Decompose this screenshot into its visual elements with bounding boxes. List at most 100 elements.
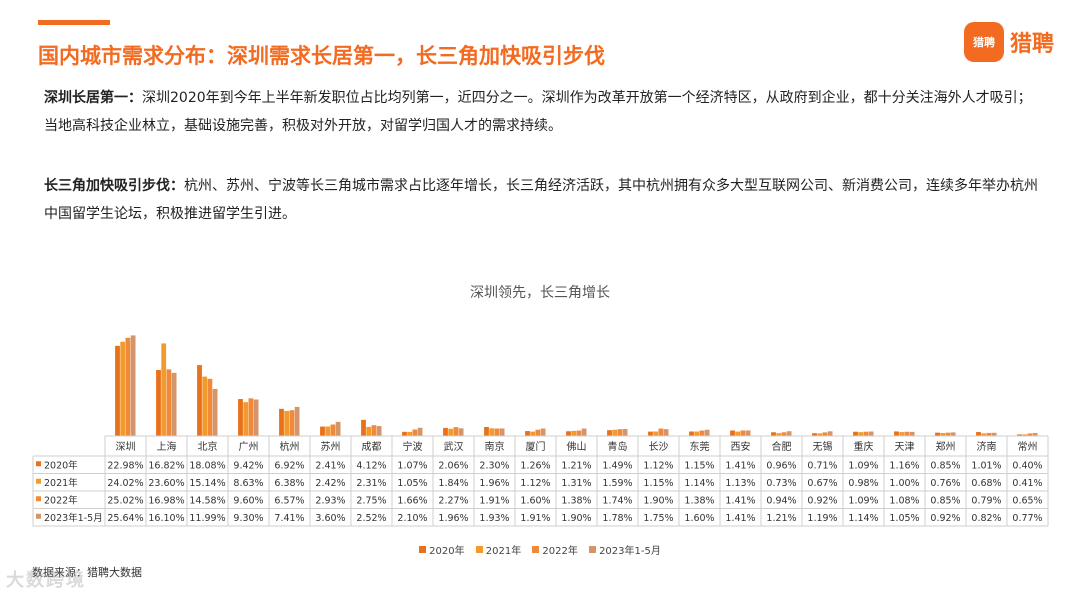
data-label: 1.05% bbox=[889, 513, 919, 524]
bar-杭州-2020年 bbox=[279, 408, 284, 436]
category-label: 广州 bbox=[239, 441, 259, 453]
bar-杭州-2022年 bbox=[289, 410, 295, 436]
data-label: 1.00% bbox=[889, 478, 919, 489]
data-label: 1.12% bbox=[520, 478, 550, 489]
bar-合肥-2021年 bbox=[776, 433, 782, 436]
bar-重庆-2023年1-5月 bbox=[868, 431, 874, 436]
bar-上海-2021年 bbox=[161, 343, 167, 436]
category-label: 北京 bbox=[198, 440, 218, 453]
category-label: 长沙 bbox=[649, 441, 669, 453]
bar-无锡-2022年 bbox=[822, 432, 828, 436]
category-label: 上海 bbox=[157, 440, 177, 453]
logo-badge-icon: 猎聘 bbox=[963, 22, 1004, 62]
bar-合肥-2020年 bbox=[771, 432, 776, 436]
bar-深圳-2021年 bbox=[120, 341, 126, 436]
data-label: 1.49% bbox=[602, 460, 632, 471]
legend-swatch bbox=[475, 546, 483, 553]
bar-厦门-2021年 bbox=[530, 431, 536, 436]
bar-北京-2022年 bbox=[207, 378, 213, 436]
legend-item: 2020年 bbox=[419, 542, 465, 557]
bar-北京-2023年1-5月 bbox=[212, 388, 218, 436]
category-label: 佛山 bbox=[567, 440, 587, 453]
category-label: 合肥 bbox=[772, 440, 792, 453]
data-label: 0.40% bbox=[1012, 460, 1042, 471]
bar-西安-2020年 bbox=[730, 430, 735, 436]
bar-广州-2022年 bbox=[248, 398, 254, 436]
data-label: 0.85% bbox=[930, 460, 960, 471]
data-label: 0.82% bbox=[971, 513, 1001, 524]
brand-logo: 猎聘 猎聘 bbox=[963, 22, 1054, 62]
bar-佛山-2020年 bbox=[566, 431, 571, 436]
bar-东莞-2021年 bbox=[694, 431, 700, 436]
bar-宁波-2023年1-5月 bbox=[417, 427, 423, 436]
category-label: 厦门 bbox=[526, 440, 546, 453]
bar-南京-2021年 bbox=[489, 428, 495, 436]
data-label: 0.77% bbox=[1012, 513, 1042, 524]
data-label: 1.74% bbox=[602, 495, 632, 506]
data-label: 1.91% bbox=[479, 495, 509, 506]
data-label: 2.06% bbox=[438, 460, 468, 471]
data-label: 0.98% bbox=[848, 478, 878, 489]
data-label: 0.41% bbox=[1012, 478, 1042, 489]
data-label: 1.07% bbox=[397, 460, 427, 471]
data-label: 0.96% bbox=[766, 460, 796, 471]
data-label: 1.12% bbox=[643, 460, 673, 471]
bar-青岛-2021年 bbox=[612, 429, 618, 436]
data-label: 1.09% bbox=[848, 495, 878, 506]
bar-上海-2023年1-5月 bbox=[171, 372, 177, 436]
legend-swatch bbox=[589, 546, 597, 553]
data-label: 6.92% bbox=[274, 460, 304, 471]
bar-广州-2020年 bbox=[238, 399, 243, 436]
page-title: 国内城市需求分布：深圳需求长居第一，长三角加快吸引步伐 bbox=[38, 44, 605, 68]
data-label: 25.64% bbox=[107, 513, 143, 524]
data-label: 2.75% bbox=[356, 495, 386, 506]
data-label: 1.19% bbox=[807, 513, 837, 524]
data-label: 0.67% bbox=[807, 478, 837, 489]
bar-郑州-2020年 bbox=[935, 432, 940, 436]
data-label: 9.60% bbox=[233, 495, 263, 506]
category-label: 济南 bbox=[977, 440, 997, 453]
data-label: 9.30% bbox=[233, 513, 263, 524]
chart-legend: 2020年 2021年 2022年 2023年1-5月 bbox=[0, 542, 1080, 557]
bar-天津-2020年 bbox=[894, 431, 899, 436]
bar-西安-2021年 bbox=[735, 431, 741, 436]
legend-swatch bbox=[419, 546, 427, 553]
data-label: 1.78% bbox=[602, 513, 632, 524]
category-label: 杭州 bbox=[280, 440, 300, 453]
category-label: 西安 bbox=[731, 440, 751, 453]
row-legend-swatch bbox=[36, 478, 41, 484]
data-label: 4.12% bbox=[356, 460, 386, 471]
bar-常州-2020年 bbox=[1017, 434, 1022, 436]
bar-郑州-2023年1-5月 bbox=[950, 432, 956, 436]
legend-item: 2021年 bbox=[475, 542, 522, 557]
data-label: 1.01% bbox=[971, 460, 1001, 471]
bar-长沙-2020年 bbox=[648, 431, 653, 436]
bar-宁波-2022年 bbox=[412, 429, 418, 436]
category-label: 常州 bbox=[1018, 440, 1038, 453]
data-label: 2.27% bbox=[438, 495, 468, 506]
data-label: 15.14% bbox=[189, 478, 225, 489]
row-header: 2020年 bbox=[44, 459, 78, 471]
legend-label: 2021年 bbox=[485, 546, 522, 557]
data-label: 1.41% bbox=[725, 495, 755, 506]
legend-label: 2022年 bbox=[542, 546, 578, 557]
bar-成都-2021年 bbox=[366, 426, 372, 436]
bar-常州-2022年 bbox=[1027, 433, 1033, 436]
legend-label: 2020年 bbox=[429, 546, 465, 557]
category-label: 青岛 bbox=[608, 440, 628, 453]
data-label: 0.92% bbox=[930, 513, 960, 524]
bar-无锡-2021年 bbox=[817, 433, 823, 436]
bar-郑州-2021年 bbox=[940, 433, 946, 436]
category-label: 郑州 bbox=[936, 440, 956, 453]
data-label: 11.99% bbox=[189, 513, 225, 524]
paragraph-text: 深圳2020年到今年上半年新发职位占比均列第一，近四分之一。深圳作为改革开放第一… bbox=[44, 90, 1032, 134]
data-label: 1.60% bbox=[684, 513, 714, 524]
data-label: 2.41% bbox=[315, 460, 345, 471]
data-label: 1.90% bbox=[643, 495, 673, 506]
data-label: 1.21% bbox=[766, 513, 796, 524]
category-label: 武汉 bbox=[444, 440, 464, 453]
bar-武汉-2023年1-5月 bbox=[458, 428, 464, 436]
bar-济南-2023年1-5月 bbox=[991, 432, 997, 436]
bar-青岛-2023年1-5月 bbox=[622, 429, 628, 436]
data-label: 1.41% bbox=[725, 460, 755, 471]
